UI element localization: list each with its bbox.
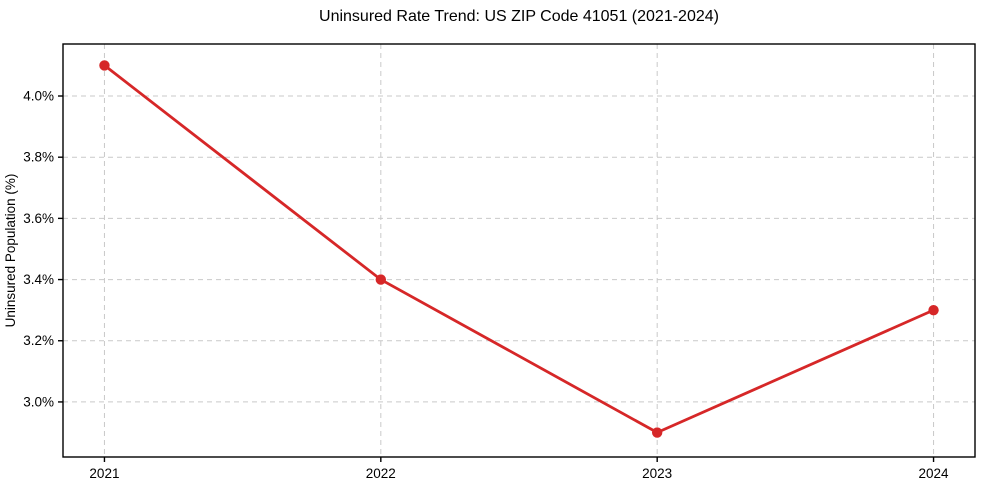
data-point-2023 [651,427,663,438]
y-axis-label: Uninsured Population (%) [3,174,18,328]
x-tick-label: 2023 [642,466,672,481]
trend-line [103,64,935,434]
data-point-2021 [99,60,110,71]
y-tick-label: 3.8% [23,150,54,165]
y-tick-label: 3.4% [23,272,54,287]
data-point-2022 [375,274,387,285]
x-tick-label: 2024 [919,466,950,481]
x-tick-label: 2021 [89,466,119,481]
chart-title: Uninsured Rate Trend: US ZIP Code 41051 … [319,8,719,25]
y-tick-label: 3.0% [23,394,54,409]
y-tick-label: 3.2% [23,333,54,348]
data-point-2024 [928,304,939,316]
y-tick-label: 3.6% [23,211,54,226]
plot-border [62,43,976,458]
y-tick-label: 4.0% [23,89,54,104]
x-tick-label: 2022 [366,466,396,481]
